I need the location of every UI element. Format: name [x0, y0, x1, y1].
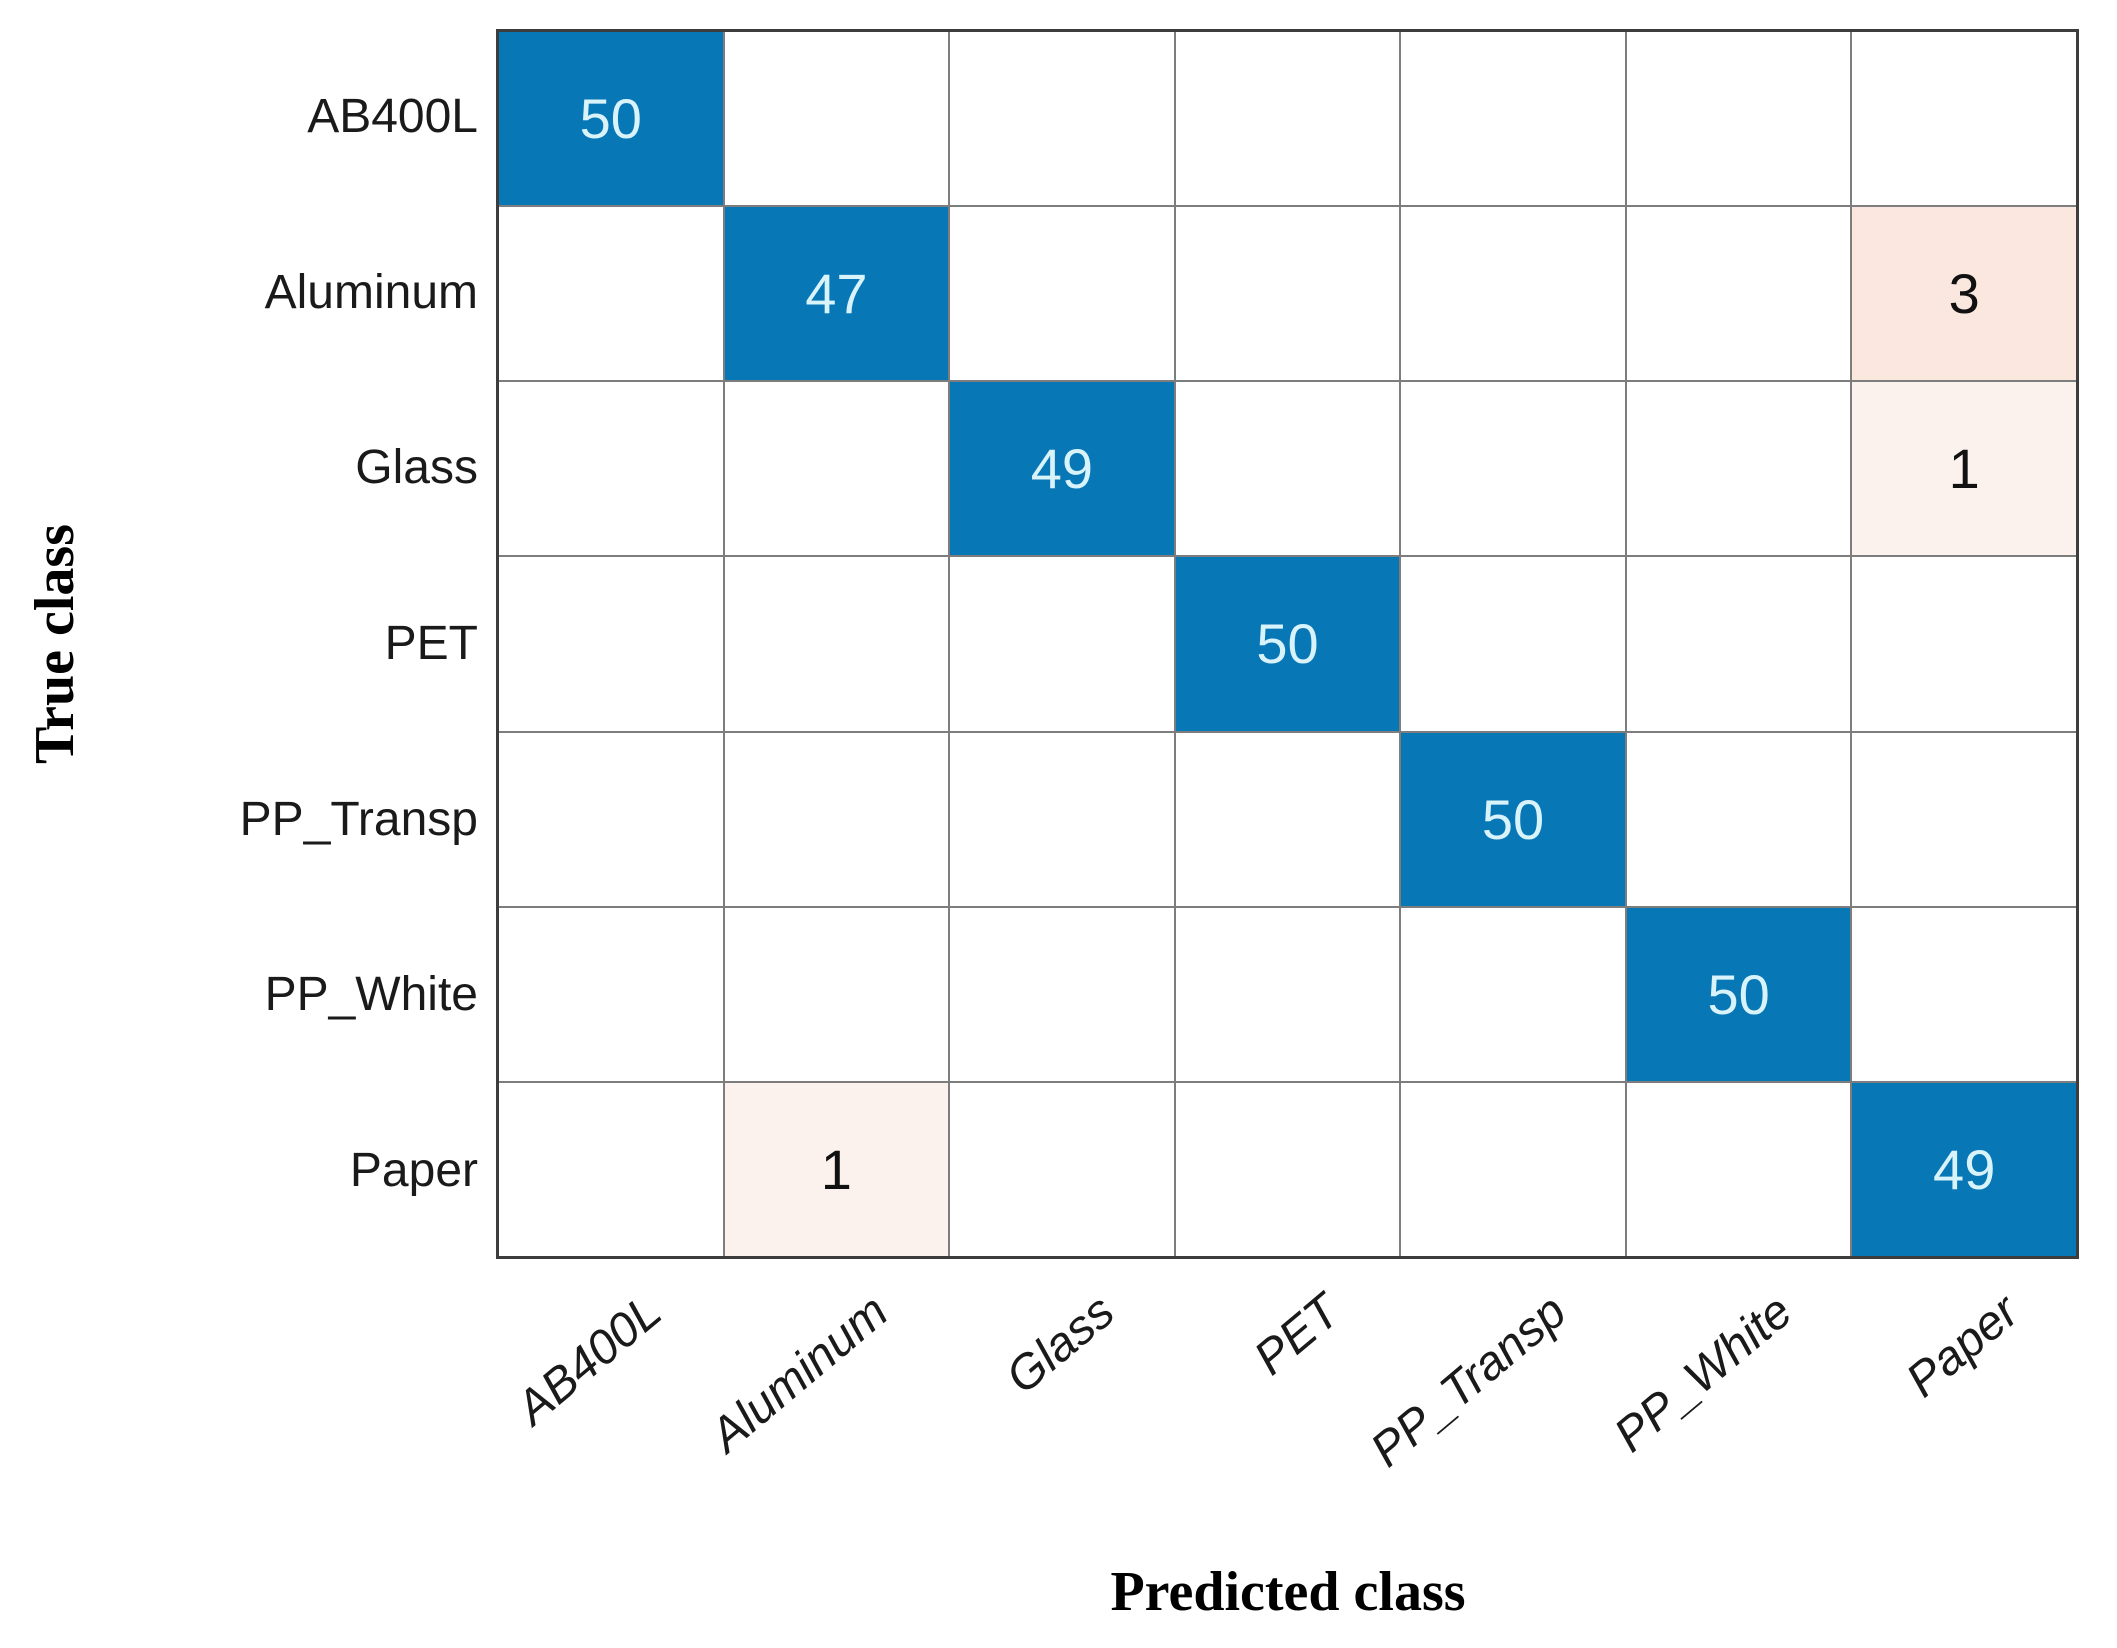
matrix-cell [950, 207, 1174, 381]
y-tick-label: PP_White [264, 968, 478, 1022]
matrix-cell: 47 [724, 207, 949, 381]
matrix-cell [1401, 207, 1625, 381]
matrix-cell [1626, 1082, 1851, 1256]
matrix-cell [724, 907, 949, 1081]
matrix-cell: 50 [1626, 907, 1851, 1081]
matrix-cell: 3 [1852, 207, 2076, 381]
matrix-cell [1626, 732, 1851, 906]
matrix-cell [950, 907, 1174, 1081]
matrix-cell [1626, 382, 1851, 556]
y-tick-label: PP_Transp [239, 792, 478, 846]
y-tick-label: PET [384, 617, 478, 670]
matrix-cell [950, 557, 1174, 731]
x-tick-label: AB400L [506, 1284, 672, 1436]
matrix-cell [499, 207, 723, 381]
matrix-cell [1401, 382, 1625, 556]
matrix-cell: 49 [1852, 1082, 2076, 1256]
x-tick-label: PET [1244, 1284, 1351, 1386]
y-tick-label: Glass [355, 441, 478, 495]
matrix-cell [1626, 557, 1851, 731]
matrix-cell [499, 907, 723, 1081]
matrix-cell: 50 [499, 32, 723, 206]
matrix-cell [1175, 732, 1400, 906]
y-axis-title: True class [24, 523, 86, 765]
matrix-cell [1401, 32, 1625, 206]
matrix-cell [1175, 382, 1400, 556]
matrix-cell [1401, 557, 1625, 731]
matrix-cell [1626, 32, 1851, 206]
matrix-cell [950, 732, 1174, 906]
matrix-cell [950, 32, 1174, 206]
x-tick-label: Glass [996, 1284, 1125, 1405]
x-axis-title: Predicted class [1110, 1561, 1466, 1623]
matrix-cell [1852, 907, 2076, 1081]
matrix-cell [499, 732, 723, 906]
matrix-cell [724, 382, 949, 556]
matrix-cell [1401, 1082, 1625, 1256]
matrix-cell [724, 732, 949, 906]
matrix-cell [499, 557, 723, 731]
matrix-cell [950, 1082, 1174, 1256]
matrix-cell: 1 [724, 1082, 949, 1256]
matrix-cell: 1 [1852, 382, 2076, 556]
matrix-cell [1852, 32, 2076, 206]
matrix-cell: 49 [950, 382, 1174, 556]
matrix-cell [1852, 557, 2076, 731]
matrix-cell [1175, 32, 1400, 206]
matrix-cell [724, 32, 949, 206]
x-tick-label: Aluminum [700, 1284, 898, 1463]
matrix-cell [499, 1082, 723, 1256]
confusion-matrix-grid: 50 47 3 49 1 50 50 50 1 49 [496, 29, 2079, 1259]
matrix-cell [1401, 907, 1625, 1081]
matrix-cell [1175, 907, 1400, 1081]
y-tick-label: Aluminum [264, 265, 478, 319]
x-tick-label: PP_Transp [1361, 1284, 1577, 1478]
matrix-cell [499, 382, 723, 556]
matrix-cell [1175, 207, 1400, 381]
matrix-cell: 50 [1175, 557, 1400, 731]
matrix-cell [1175, 1082, 1400, 1256]
x-tick-label: PP_White [1604, 1284, 1803, 1463]
y-tick-label: Paper [349, 1144, 478, 1198]
matrix-cell [1626, 207, 1851, 381]
x-tick-label: Paper [1896, 1284, 2029, 1408]
matrix-cell [1852, 732, 2076, 906]
matrix-cell [724, 557, 949, 731]
y-tick-label: AB400L [307, 89, 478, 143]
matrix-cell: 50 [1401, 732, 1625, 906]
